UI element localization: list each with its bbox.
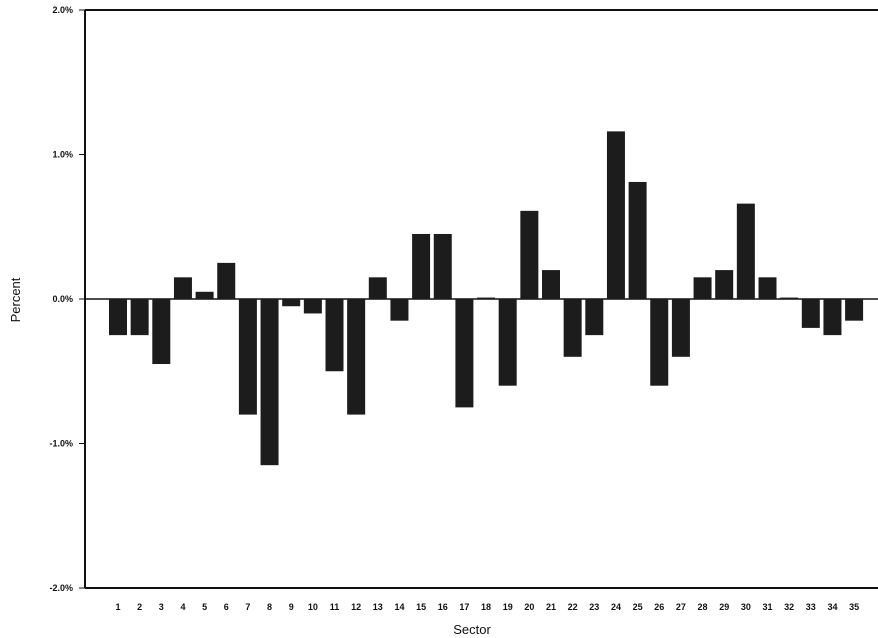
x-tick-label: 10 (308, 602, 318, 612)
x-axis-label: Sector (453, 622, 491, 637)
bar-sector-20 (520, 210, 539, 299)
x-tick-label: 11 (330, 602, 340, 612)
x-tick-label: 9 (289, 602, 294, 612)
x-tick-label: 22 (568, 602, 578, 612)
x-tick-label: 15 (416, 602, 426, 612)
bar-sector-21 (542, 270, 560, 299)
y-tick-label: 1.0% (52, 150, 73, 160)
bar-sector-10 (303, 299, 322, 314)
x-tick-label: 21 (546, 602, 556, 612)
x-tick-label: 25 (633, 602, 643, 612)
y-tick-label: -2.0% (49, 583, 73, 593)
bar-sector-25 (628, 181, 647, 299)
bar-sector-22 (563, 299, 582, 357)
bar-sector-17 (455, 299, 474, 408)
x-tick-label: 20 (524, 602, 534, 612)
bar-sector-18 (477, 297, 496, 299)
y-tick-label: 2.0% (52, 5, 73, 15)
x-tick-label: 17 (459, 602, 469, 612)
bar-sector-9 (282, 299, 301, 307)
x-tick-label: 35 (849, 602, 859, 612)
bar-sector-24 (606, 131, 625, 299)
bar-sector-6 (217, 262, 236, 300)
bar-sector-16 (433, 233, 452, 299)
x-tick-label: 14 (394, 602, 404, 612)
bar-sector-15 (412, 233, 431, 299)
x-tick-label: 29 (719, 602, 729, 612)
y-axis-label: Percent (8, 277, 23, 322)
x-tick-label: 3 (159, 602, 164, 612)
x-tick-label: 6 (224, 602, 229, 612)
x-tick-label: 32 (784, 602, 794, 612)
x-tick-label: 33 (806, 602, 816, 612)
x-tick-label: 2 (137, 602, 142, 612)
x-tick-label: 18 (481, 602, 491, 612)
x-tick-label: 28 (698, 602, 708, 612)
x-tick-label: 8 (267, 602, 272, 612)
x-tick-label: 26 (654, 602, 664, 612)
bar-sector-7 (238, 299, 257, 415)
y-tick-label: -1.0% (49, 439, 73, 449)
x-tick-label: 34 (827, 602, 837, 612)
x-tick-label: 16 (438, 602, 448, 612)
bar-sector-34 (823, 299, 842, 336)
x-tick-label: 13 (373, 602, 383, 612)
bar-sector-27 (671, 299, 690, 357)
bars-group (109, 131, 864, 466)
bar-sector-12 (347, 299, 366, 415)
x-tick-label: 12 (351, 602, 361, 612)
x-axis-ticks: 1 2 3 4 5 6 7 8 9 10 11 12 13 14 15 16 17 18 19 20 21 22 23 24 2… (115, 602, 859, 612)
x-tick-label: 7 (245, 602, 250, 612)
bar-sector-11 (325, 299, 344, 372)
bar-sector-3 (152, 299, 171, 365)
bar-sector-26 (650, 299, 669, 386)
bar-sector-2 (130, 299, 149, 336)
x-tick-label: 1 (115, 602, 120, 612)
bar-sector-28 (693, 277, 712, 299)
bar-sector-8 (260, 299, 279, 466)
bar-sector-29 (715, 270, 734, 299)
x-tick-label: 4 (180, 602, 185, 612)
bar-sector-33 (801, 299, 820, 328)
bar-sector-4 (173, 277, 192, 299)
bar-sector-5 (195, 291, 214, 299)
bar-sector-32 (780, 297, 799, 299)
x-tick-label: 19 (503, 602, 513, 612)
bar-sector-14 (390, 299, 409, 321)
x-tick-label: 5 (202, 602, 207, 612)
x-tick-label: 23 (589, 602, 599, 612)
bar-sector-23 (585, 299, 604, 336)
y-tick-label: 0.0% (52, 294, 73, 304)
bar-sector-1 (109, 299, 127, 336)
bar-sector-19 (498, 299, 517, 386)
y-axis-ticks: 2.0% 1.0% 0.0% -1.0% -2.0% (49, 5, 85, 593)
bar-sector-31 (758, 277, 777, 299)
x-tick-label: 31 (762, 602, 772, 612)
x-tick-label: 30 (741, 602, 751, 612)
bar-sector-30 (736, 203, 755, 299)
bar-sector-13 (368, 277, 387, 299)
bar-sector-35 (845, 299, 864, 321)
x-tick-label: 24 (611, 602, 621, 612)
x-tick-label: 27 (676, 602, 686, 612)
